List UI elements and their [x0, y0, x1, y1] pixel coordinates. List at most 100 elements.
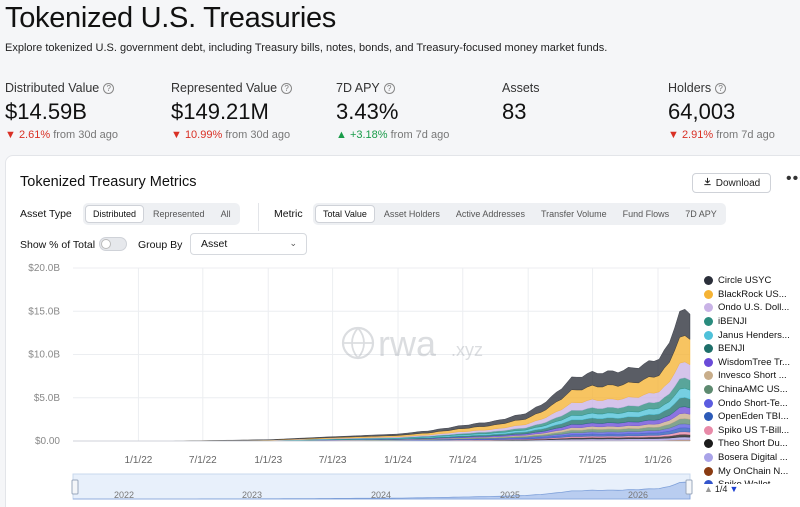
legend-item[interactable]: Spiko US T-Bill... — [704, 424, 800, 438]
page-subtitle: Explore tokenized U.S. government debt, … — [5, 42, 608, 54]
legend-swatch — [704, 330, 713, 340]
legend-swatch — [704, 371, 713, 381]
legend-item[interactable]: Invesco Short ... — [704, 369, 800, 383]
stat-card: Represented Value? $149.21M ▼ 10.99% from … — [171, 81, 293, 141]
legend-label: Circle USYC — [718, 275, 772, 287]
legend-swatch — [704, 439, 713, 449]
legend-swatch — [704, 453, 713, 463]
legend-next-icon[interactable]: ▼ — [729, 484, 739, 494]
stat-value: $149.21M — [171, 99, 269, 124]
show-pct-toggle[interactable] — [99, 237, 127, 251]
legend-swatch — [704, 385, 713, 395]
arrow-down-icon: ▼ 10.99% — [171, 129, 223, 141]
legend-label: BlackRock US... — [718, 288, 787, 300]
legend-item[interactable]: OpenEden TBI... — [704, 410, 800, 424]
metric-fund-flows[interactable]: Fund Flows — [622, 209, 670, 219]
legend-label: iBENJI — [718, 316, 748, 328]
stat-card: Holders? 64,003 ▼ 2.91% from 7d ago — [668, 81, 775, 141]
download-icon — [703, 177, 712, 189]
arrow-down-icon: ▼ 2.61% — [5, 129, 51, 141]
metric-total-value[interactable]: Total Value — [315, 205, 375, 223]
stat-change: ▼ 2.91% from 7d ago — [668, 129, 775, 141]
metrics-card: Tokenized Treasury Metrics Download ••• … — [5, 155, 800, 507]
legend-item[interactable]: BENJI — [704, 342, 800, 356]
legend-swatch — [704, 398, 713, 408]
legend-prev-icon[interactable]: ▲ — [704, 484, 713, 494]
chart-legend: Circle USYC BlackRock US... Ondo U.S. Doll… — [704, 274, 800, 484]
stat-card: Assets 83 — [502, 81, 540, 125]
toggle-knob — [101, 239, 111, 249]
legend-swatch — [704, 466, 713, 476]
legend-item[interactable]: Theo Short Du... — [704, 437, 800, 451]
legend-page: 1/4 — [714, 484, 728, 494]
legend-swatch — [704, 357, 713, 367]
card-title: Tokenized Treasury Metrics — [20, 174, 197, 190]
asset-type-represented[interactable]: Represented — [153, 209, 205, 219]
metric-segmented: Total Value Asset Holders Active Addresses… — [313, 203, 726, 225]
stat-card: Distributed Value? $14.59B ▼ 2.61% from 30… — [5, 81, 118, 141]
divider — [258, 203, 259, 231]
legend-label: Theo Short Du... — [718, 438, 788, 450]
help-icon[interactable]: ? — [281, 82, 293, 94]
legend-label: BENJI — [718, 343, 745, 355]
stat-value: $14.59B — [5, 99, 87, 124]
asset-type-distributed[interactable]: Distributed — [85, 205, 145, 223]
group-by-label: Group By — [138, 239, 183, 251]
legend-item[interactable]: ChinaAMC US... — [704, 383, 800, 397]
legend-item[interactable]: Ondo U.S. Doll... — [704, 301, 800, 315]
stat-card: 7D APY? 3.43% ▲ +3.18% from 7d ago — [336, 81, 449, 141]
metric-label: Metric — [274, 208, 303, 220]
asset-type-all[interactable]: All — [220, 209, 231, 219]
legend-label: Janus Henders... — [718, 329, 790, 341]
legend-label: My OnChain N... — [718, 465, 789, 477]
legend-swatch — [704, 425, 713, 435]
stat-label: Holders? — [668, 81, 775, 95]
legend-swatch — [704, 303, 713, 313]
asset-type-segmented: Distributed Represented All — [83, 203, 240, 225]
stat-label: Distributed Value? — [5, 81, 118, 95]
stat-change: ▼ 2.61% from 30d ago — [5, 129, 119, 141]
show-pct-label: Show % of Total — [20, 239, 96, 251]
group-by-select[interactable]: Asset ⌄ — [190, 233, 307, 255]
stat-value: 83 — [502, 99, 527, 124]
legend-swatch — [704, 289, 713, 299]
stat-change: ▲ +3.18% from 7d ago — [336, 129, 450, 141]
legend-pager: ▲ 1/4 ▼ — [704, 484, 738, 494]
legend-item[interactable]: Spiko Wallet... — [704, 478, 800, 484]
more-menu-button[interactable]: ••• — [786, 170, 800, 187]
stat-value: 64,003 — [668, 99, 736, 124]
arrow-up-icon: ▲ +3.18% — [336, 129, 388, 141]
legend-swatch — [704, 276, 713, 286]
group-by-value: Asset — [201, 238, 228, 250]
help-icon[interactable]: ? — [103, 82, 115, 94]
arrow-down-icon: ▼ 2.91% — [668, 129, 714, 141]
download-label: Download — [715, 177, 761, 189]
metric-transfer-volume[interactable]: Transfer Volume — [540, 209, 607, 219]
legend-item[interactable]: My OnChain N... — [704, 464, 800, 478]
stat-label: Assets — [502, 81, 540, 95]
metric-7d-apy[interactable]: 7D APY — [685, 209, 717, 219]
legend-item[interactable]: Janus Henders... — [704, 328, 800, 342]
stat-label: Represented Value? — [171, 81, 293, 95]
download-button[interactable]: Download — [692, 173, 771, 193]
help-icon[interactable]: ? — [383, 82, 395, 94]
legend-item[interactable]: Bosera Digital ... — [704, 451, 800, 465]
page-title: Tokenized U.S. Treasuries — [5, 2, 336, 34]
legend-item[interactable]: Circle USYC — [704, 274, 800, 288]
legend-label: Invesco Short ... — [718, 370, 787, 382]
legend-swatch — [704, 412, 713, 422]
legend-item[interactable]: WisdomTree Tr... — [704, 356, 800, 370]
legend-label: Ondo Short-Te... — [718, 397, 788, 409]
legend-label: ChinaAMC US... — [718, 384, 788, 396]
legend-swatch — [704, 317, 713, 327]
legend-swatch — [704, 480, 713, 484]
chevron-down-icon: ⌄ — [289, 238, 297, 248]
metric-active-addresses[interactable]: Active Addresses — [455, 209, 525, 219]
asset-type-label: Asset Type — [20, 208, 72, 220]
help-icon[interactable]: ? — [715, 82, 727, 94]
metric-asset-holders[interactable]: Asset Holders — [383, 209, 440, 219]
legend-item[interactable]: BlackRock US... — [704, 288, 800, 302]
legend-label: Spiko Wallet... — [718, 479, 778, 484]
legend-item[interactable]: iBENJI — [704, 315, 800, 329]
legend-item[interactable]: Ondo Short-Te... — [704, 396, 800, 410]
